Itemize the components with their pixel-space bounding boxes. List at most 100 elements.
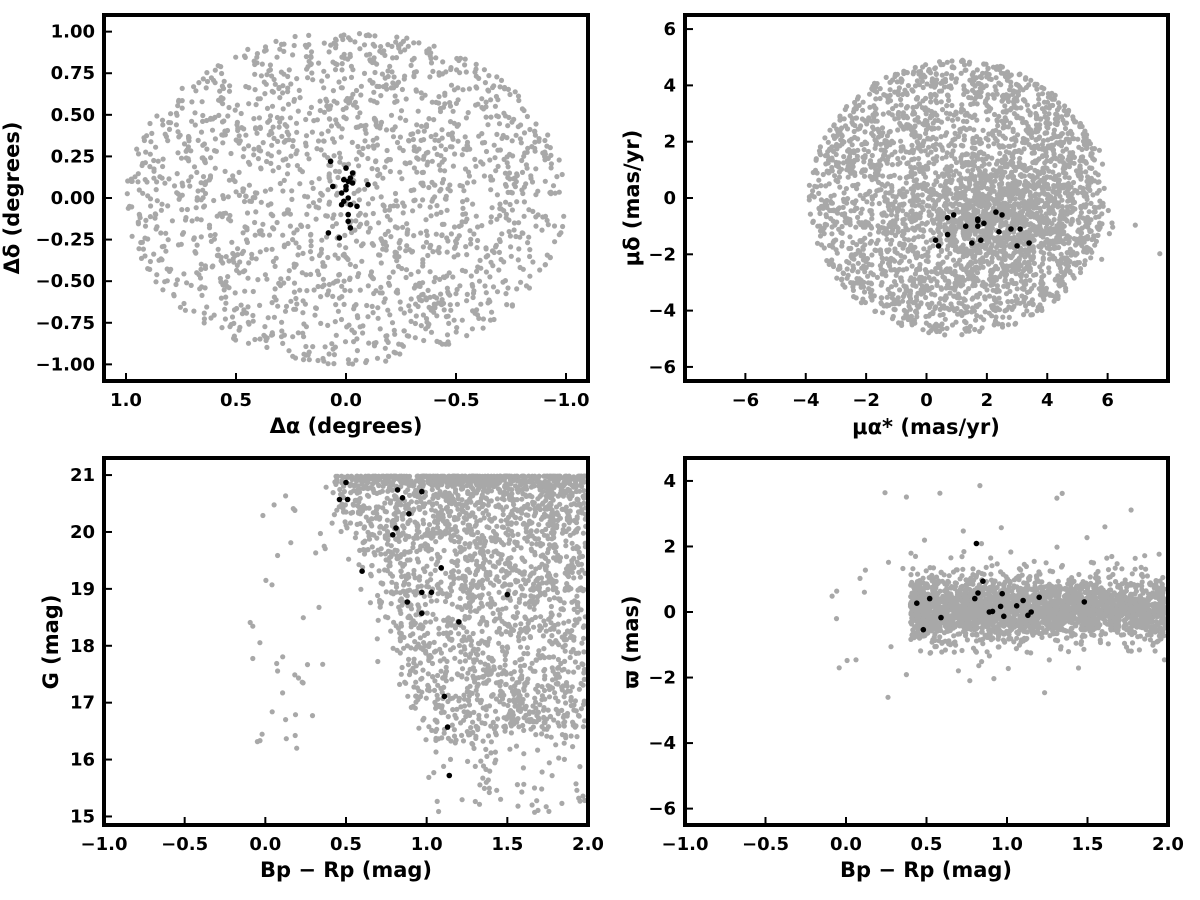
field-star-point	[1045, 125, 1051, 131]
field-star-point	[504, 135, 510, 141]
field-star-point	[447, 144, 453, 150]
field-star-point	[436, 72, 442, 78]
field-star-point	[920, 121, 926, 127]
field-star-point	[470, 308, 476, 314]
field-star-point	[983, 135, 989, 141]
field-star-point	[231, 259, 237, 265]
field-star-point	[502, 278, 508, 284]
field-star-point	[382, 231, 388, 237]
field-star-point	[336, 123, 342, 129]
field-star-point	[1051, 256, 1057, 262]
field-star-point	[880, 173, 886, 179]
field-star-point	[446, 270, 452, 276]
field-star-point	[382, 239, 388, 245]
field-star-point	[438, 291, 444, 297]
field-star-point	[430, 249, 436, 255]
field-star-point	[829, 224, 835, 230]
field-star-point	[194, 195, 200, 201]
field-star-point	[494, 74, 500, 80]
field-star-point	[258, 165, 264, 171]
field-star-point	[426, 184, 432, 191]
field-star-point	[263, 81, 269, 87]
field-star-point	[1083, 191, 1089, 197]
field-star-point	[473, 213, 479, 219]
field-star-point	[149, 130, 155, 136]
field-star-point	[1027, 110, 1033, 116]
field-star-point	[294, 301, 300, 307]
field-star-point	[1041, 99, 1047, 105]
y-tick-label: −0.75	[36, 313, 96, 334]
field-star-point	[330, 346, 336, 352]
field-star-point	[874, 118, 880, 124]
field-star-point	[945, 92, 951, 98]
field-star-point	[855, 94, 861, 100]
field-star-point	[556, 157, 562, 163]
field-star-point	[842, 211, 848, 217]
field-star-point	[503, 199, 509, 205]
field-star-point	[519, 230, 525, 236]
field-star-point	[203, 85, 209, 91]
field-star-point	[396, 240, 402, 246]
field-star-point	[316, 271, 322, 278]
field-star-point	[233, 189, 239, 195]
field-star-point	[912, 117, 918, 123]
field-star-point	[309, 70, 315, 76]
field-star-point	[848, 208, 854, 214]
field-star-point	[439, 180, 445, 186]
field-star-point	[533, 192, 539, 198]
field-star-point	[240, 230, 246, 236]
field-star-point	[245, 159, 252, 165]
field-star-point	[960, 143, 966, 149]
field-star-point	[310, 200, 316, 206]
field-star-point	[303, 324, 309, 330]
field-star-point	[928, 91, 934, 98]
field-star-point	[945, 169, 951, 176]
field-star-point	[370, 310, 376, 316]
field-star-point	[975, 294, 981, 300]
field-star-point	[1052, 183, 1058, 189]
field-star-point	[841, 190, 847, 196]
field-star-point	[806, 182, 813, 188]
field-star-point	[1066, 164, 1072, 170]
field-star-point	[423, 124, 430, 130]
field-star-point	[428, 329, 435, 335]
field-star-point	[341, 114, 347, 120]
field-star-point	[282, 122, 288, 128]
field-star-point	[912, 64, 918, 71]
field-star-point	[853, 224, 859, 230]
field-star-point	[245, 319, 251, 325]
field-star-point	[198, 129, 205, 135]
field-star-point	[981, 61, 987, 67]
field-star-point	[353, 124, 359, 130]
field-star-point	[966, 286, 972, 292]
field-star-point	[334, 190, 341, 196]
field-star-point	[961, 277, 968, 283]
field-star-point	[451, 120, 457, 126]
field-star-point	[1037, 205, 1043, 211]
field-star-point	[397, 169, 403, 175]
field-star-point	[320, 276, 326, 282]
field-star-point	[999, 98, 1005, 104]
field-star-point	[284, 171, 291, 177]
field-star-point	[297, 181, 303, 187]
field-star-point	[340, 36, 346, 43]
field-star-point	[524, 113, 531, 120]
field-star-point	[375, 305, 381, 311]
field-star-point	[437, 188, 443, 194]
field-star-point	[492, 155, 498, 161]
field-star-point	[935, 261, 941, 267]
field-star-point	[931, 84, 938, 90]
field-star-point	[914, 133, 921, 139]
field-star-point	[466, 86, 472, 92]
field-star-point	[949, 58, 955, 64]
field-star-point	[321, 85, 327, 91]
field-star-point	[394, 139, 401, 146]
field-star-point	[211, 197, 217, 204]
field-star-point	[1058, 153, 1064, 159]
field-star-point	[509, 190, 515, 196]
field-star-point	[244, 210, 251, 216]
field-star-point	[380, 202, 386, 208]
field-star-point	[132, 174, 138, 180]
field-star-point	[405, 227, 411, 233]
field-star-point	[920, 327, 926, 333]
